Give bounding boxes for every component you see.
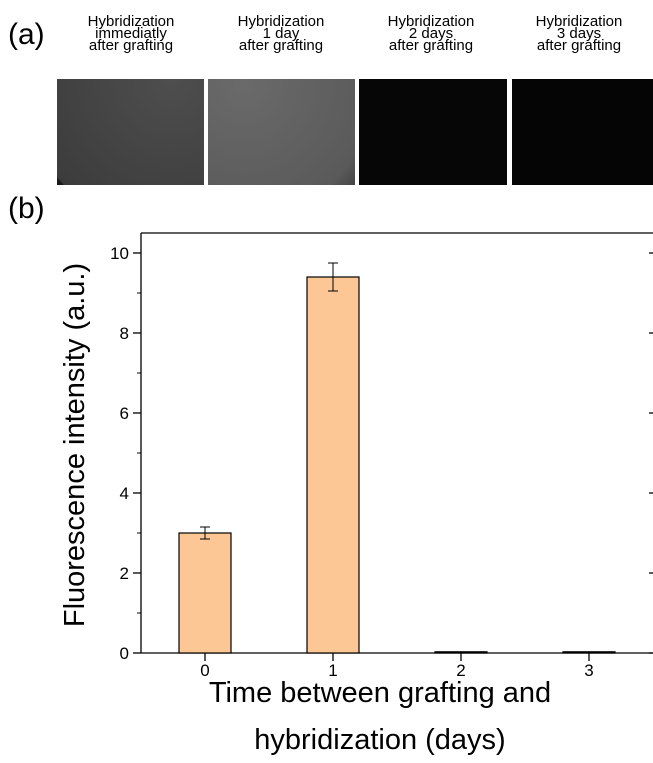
y-tick-label: 4 <box>120 484 129 503</box>
caption-line: Hybridization <box>87 13 175 30</box>
caption-line: 1 day <box>262 25 300 42</box>
x-axis-label-line-2: hybridization (days) <box>254 724 505 756</box>
bar-2 <box>434 651 488 654</box>
micrograph-2 <box>359 79 507 185</box>
bars <box>178 262 616 654</box>
bar-0 <box>178 532 232 654</box>
y-tick-label: 8 <box>120 324 129 343</box>
x-tick-label: 2 <box>456 661 465 680</box>
y-tick-label: 0 <box>120 644 129 663</box>
x-tick-label: 1 <box>328 661 337 680</box>
micrograph-3 <box>512 79 653 185</box>
x-tick-label: 0 <box>200 661 209 680</box>
caption-line: 3 days <box>556 25 602 42</box>
caption-line: 2 days <box>408 25 454 42</box>
y-tick-label: 2 <box>120 564 129 583</box>
micrograph-caption-3: Hybridization 3 days after grafting <box>506 13 652 54</box>
y-tick-label: 10 <box>110 244 129 263</box>
x-axis-label-line-1: Time between grafting and <box>209 677 551 709</box>
panel-a-label: (a) <box>8 18 45 51</box>
caption-line: after grafting <box>536 37 622 54</box>
micrograph-0 <box>57 79 204 185</box>
caption-line: Hybridization <box>237 13 325 30</box>
y-tick-label: 6 <box>120 404 129 423</box>
caption-line: immediatly <box>95 25 167 42</box>
micrograph-caption-2: Hybridization 2 days after grafting <box>358 13 504 54</box>
micrograph-1 <box>208 79 355 185</box>
micrograph-caption-1: Hybridization 1 day after grafting <box>208 13 354 54</box>
y-axis-label: Fluorescence intensity (a.u.) <box>59 263 91 627</box>
caption-line: Hybridization <box>535 13 623 30</box>
caption-line: Hybridization <box>387 13 475 30</box>
x-tick-label: 3 <box>584 661 593 680</box>
bar-3 <box>562 651 616 654</box>
caption-line: after grafting <box>388 37 474 54</box>
panel-b-label: (b) <box>8 192 45 225</box>
micrograph-caption-0: Hybridization immediatly after grafting <box>58 13 204 54</box>
caption-line: after grafting <box>238 37 324 54</box>
caption-line: after grafting <box>88 37 174 54</box>
bar-1 <box>306 276 360 654</box>
